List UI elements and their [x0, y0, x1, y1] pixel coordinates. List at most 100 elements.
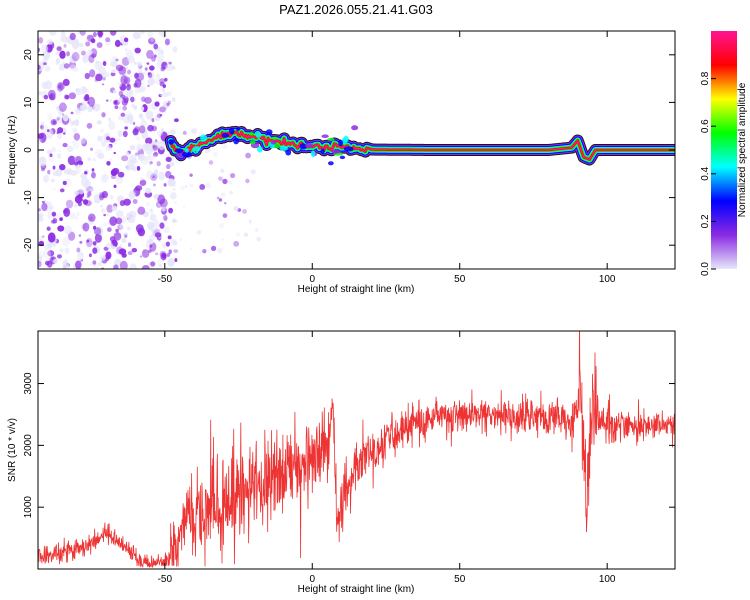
noise-blob	[56, 117, 60, 121]
noise-blob	[41, 44, 49, 54]
noise-blob	[143, 71, 148, 77]
noise-blob	[131, 247, 138, 253]
noise-blob	[44, 244, 49, 250]
noise-blob	[89, 69, 96, 78]
noise-blob	[41, 81, 48, 89]
noise-blob	[149, 242, 157, 252]
noise-blob	[153, 54, 157, 58]
snr-y-tick-label: 2000	[23, 434, 34, 457]
noise-blob	[117, 129, 123, 138]
noise-blob	[102, 71, 110, 78]
noise-blob	[44, 65, 51, 72]
noise-blob	[233, 206, 239, 212]
noise-blob	[212, 151, 219, 158]
noise-blob	[100, 128, 104, 134]
noise-blob	[59, 188, 65, 193]
figure-title: PAZ1.2026.055.21.41.G03	[279, 2, 433, 17]
noise-blob	[141, 249, 150, 258]
snr-x-tick-label: 50	[454, 574, 466, 585]
noise-blob	[74, 40, 77, 44]
noise-blob	[95, 73, 103, 82]
noise-blob	[85, 38, 89, 43]
noise-blob	[130, 96, 135, 103]
noise-blob	[153, 169, 159, 175]
noise-blob	[62, 236, 71, 247]
noise-blob	[208, 160, 214, 165]
signal-blob	[265, 129, 273, 135]
spectrogram-x-ticks: -50 0 50 100 -20 -10 0 10 20	[23, 31, 675, 285]
noise-blob	[84, 179, 91, 187]
noise-blob	[84, 72, 90, 80]
noise-blob	[49, 31, 57, 36]
noise-blob	[49, 153, 53, 158]
noise-blob	[38, 250, 45, 259]
noise-blob	[106, 204, 114, 213]
noise-blob	[109, 98, 112, 103]
noise-blob	[48, 155, 55, 163]
noise-blob	[254, 228, 259, 232]
noise-blob	[62, 78, 70, 87]
noise-blob	[92, 260, 97, 265]
signal-blob	[255, 132, 262, 138]
noise-blob	[172, 46, 178, 53]
noise-blob	[159, 250, 167, 257]
noise-blob	[131, 159, 136, 165]
noise-blob	[82, 222, 90, 232]
snr-x-tick-label: 0	[309, 574, 315, 585]
noise-blob	[216, 247, 223, 254]
noise-blob	[50, 219, 56, 224]
noise-blob	[228, 180, 232, 185]
noise-blob	[102, 77, 106, 81]
noise-blob	[73, 132, 81, 141]
signal-blob	[305, 142, 314, 149]
noise-blob	[141, 96, 146, 103]
signal-blob	[321, 134, 329, 139]
noise-blob	[86, 195, 90, 199]
noise-blob	[115, 58, 119, 62]
noise-blob	[158, 171, 166, 181]
noise-blob	[122, 114, 130, 124]
noise-blob	[140, 119, 148, 127]
noise-blob	[86, 239, 90, 243]
noise-blob	[147, 154, 151, 158]
noise-blob	[133, 105, 138, 110]
signal-blob	[182, 151, 192, 158]
noise-blob	[152, 219, 160, 229]
noise-blob	[46, 260, 53, 268]
noise-blob	[155, 252, 159, 256]
noise-blob	[154, 101, 160, 107]
noise-blob	[105, 37, 111, 43]
spectrogram-x-axis-label: Height of straight line (km)	[298, 284, 415, 295]
noise-blob	[79, 164, 82, 168]
noise-blob	[79, 137, 87, 144]
noise-blob	[121, 237, 127, 243]
noise-blob	[111, 205, 118, 212]
noise-blob	[88, 50, 93, 55]
colorbar-label: Normalized spectral amplitude	[737, 82, 748, 217]
noise-blob	[56, 133, 62, 140]
noise-blob	[138, 113, 144, 119]
noise-blob	[160, 128, 165, 132]
colorbar: 0.0 0.2 0.4 0.6 0.8 Normalized spectral ampl…	[700, 31, 748, 276]
noise-blob	[165, 63, 173, 72]
noise-blob	[72, 127, 78, 134]
signal-blob	[229, 127, 235, 135]
noise-blob	[179, 238, 182, 241]
noise-blob	[63, 132, 66, 135]
noise-blob	[94, 233, 102, 243]
noise-blob	[100, 205, 103, 208]
noise-blob	[128, 190, 135, 200]
noise-blob	[169, 161, 175, 167]
noise-blob	[91, 171, 96, 179]
colorbar-tick-label: 0.0	[700, 262, 711, 276]
noise-blob	[170, 191, 177, 200]
noise-blob	[77, 31, 82, 34]
noise-blob	[171, 65, 176, 71]
noise-blob	[85, 192, 88, 196]
noise-blob	[43, 248, 51, 259]
signal-blob	[331, 149, 341, 154]
noise-blob	[38, 133, 44, 139]
noise-blob	[60, 31, 66, 37]
noise-blob	[53, 258, 58, 264]
